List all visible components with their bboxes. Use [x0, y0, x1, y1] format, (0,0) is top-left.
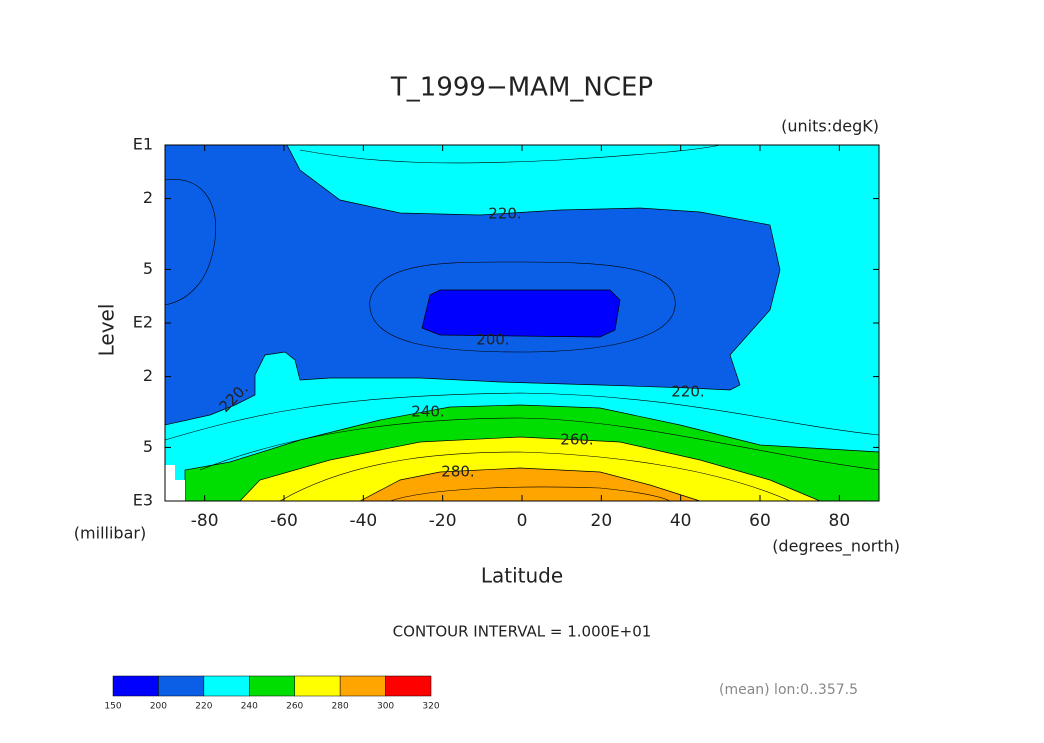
y-axis-label: Level: [95, 304, 119, 357]
footnote: (mean) lon:0..357.5: [719, 682, 858, 698]
contour-line: [369, 261, 676, 353]
x-tick-label: 40: [670, 511, 692, 531]
contour-region: [421, 289, 621, 338]
colorbar-swatch: [112, 675, 159, 697]
x-tick-label: -40: [349, 511, 377, 531]
contour-line: [389, 486, 671, 502]
units-label: (units:degK): [781, 117, 879, 136]
x-tick-label: 60: [749, 511, 771, 531]
contour-label: 280.: [441, 463, 474, 481]
contour-region: [164, 144, 781, 426]
colorbar-swatch: [385, 675, 432, 697]
y-tick-label: E1: [133, 135, 153, 154]
y-units: (millibar): [74, 524, 146, 543]
contour-label: 200.: [476, 331, 509, 349]
x-tick-label: -60: [270, 511, 298, 531]
x-tick-label: -20: [429, 511, 457, 531]
contour-line: [164, 392, 880, 441]
y-tick-label: 5: [143, 437, 153, 456]
y-tick-label: 2: [143, 366, 153, 385]
colorbar-label: 200: [150, 702, 167, 712]
x-axis-label: Latitude: [481, 564, 563, 588]
colorbar-swatch: [339, 675, 386, 697]
colorbar-label: 260: [286, 702, 303, 712]
contour-line: [299, 144, 721, 164]
contour-line: [279, 451, 791, 502]
colorbar-label: 280: [332, 702, 349, 712]
x-tick-label: 0: [517, 511, 528, 531]
contour-label: 240.: [411, 403, 444, 421]
missing-region: [165, 465, 185, 501]
y-tick-label: E2: [133, 313, 153, 332]
colorbar-swatch: [249, 675, 295, 697]
colorbar-label: 240: [241, 702, 258, 712]
colorbar-swatch: [294, 675, 341, 697]
contour-label: 220.: [671, 383, 704, 401]
contour-interval: CONTOUR INTERVAL = 1.000E+01: [393, 623, 652, 641]
colorbar-label: 320: [422, 702, 439, 712]
contour-label: 220.: [488, 205, 521, 223]
colorbar-label: 300: [377, 702, 394, 712]
y-tick-label: 2: [143, 188, 153, 207]
x-tick-label: 20: [591, 511, 613, 531]
y-tick-label: E3: [133, 491, 153, 510]
x-tick-label: -80: [191, 511, 219, 531]
y-tick-label: 5: [143, 259, 153, 278]
colorbar-swatch: [203, 675, 250, 697]
contour-label: 260.: [560, 431, 593, 449]
colorbar-swatch: [158, 675, 205, 697]
colorbar-label: 150: [104, 702, 121, 712]
colorbar-label: 220: [195, 702, 212, 712]
x-tick-label: 80: [829, 511, 851, 531]
contour-region: [359, 467, 701, 502]
contour-line: [199, 417, 880, 471]
x-units: (degrees_north): [772, 537, 900, 557]
chart-title: T_1999−MAM_NCEP: [390, 73, 653, 103]
contour-line: [164, 179, 217, 306]
